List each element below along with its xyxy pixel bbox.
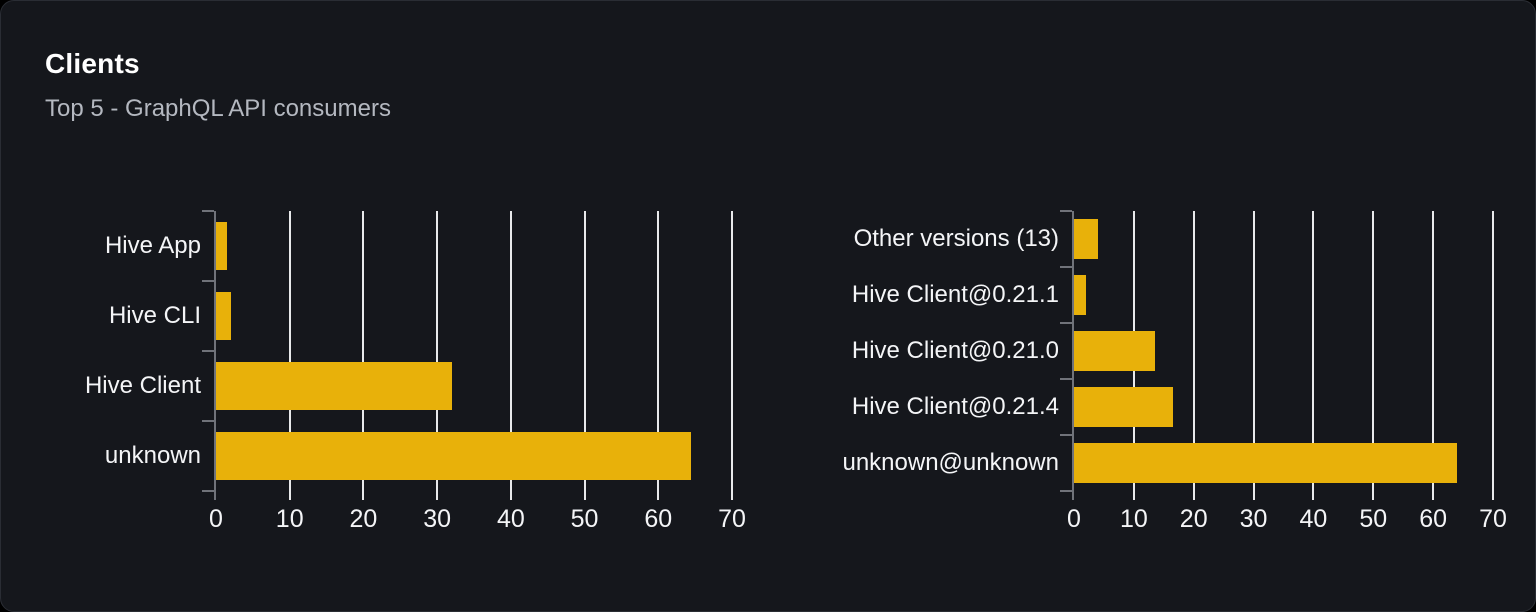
bar-hive-client-0-21-4[interactable] <box>1074 387 1173 427</box>
x-tick-mark <box>1252 491 1255 500</box>
category-label: Hive Client@0.21.4 <box>851 393 1059 420</box>
x-tick-mark <box>731 491 733 500</box>
category-label: Hive Client <box>84 372 201 399</box>
bar-unknown-unknown[interactable] <box>1074 443 1458 483</box>
x-tick-mark <box>288 491 291 500</box>
x-tick-label: 10 <box>1119 505 1148 533</box>
x-tick-label: 50 <box>570 505 599 533</box>
y-axis-tick <box>1060 434 1072 436</box>
x-tick-label: 70 <box>1479 505 1507 533</box>
x-tick-label: 50 <box>1359 505 1388 533</box>
x-tick-label: 40 <box>1299 505 1328 533</box>
y-axis-tick <box>1060 266 1072 268</box>
category-label: Other versions (13) <box>853 225 1059 252</box>
x-tick-label: 60 <box>644 505 673 533</box>
x-tick-label: 0 <box>1067 505 1081 533</box>
x-tick-label: 30 <box>423 505 452 533</box>
y-axis-tick <box>202 350 214 352</box>
bar-hive-client-0-21-0[interactable] <box>1074 331 1155 371</box>
card-subtitle: Top 5 - GraphQL API consumers <box>45 95 391 122</box>
x-tick-mark <box>583 491 586 500</box>
y-axis-tick <box>1060 378 1072 380</box>
x-tick-label: 20 <box>1179 505 1208 533</box>
category-label: unknown <box>104 442 201 469</box>
y-axis-tick <box>1060 490 1072 492</box>
x-tick-label: 30 <box>1239 505 1268 533</box>
category-label: unknown@unknown <box>842 449 1059 476</box>
x-tick-mark <box>362 491 365 500</box>
x-tick-mark <box>1372 491 1375 500</box>
x-tick-mark <box>657 491 660 500</box>
category-label: Hive CLI <box>108 302 201 329</box>
x-tick-label: 60 <box>1419 505 1448 533</box>
x-tick-label: 10 <box>275 505 304 533</box>
category-label: Hive Client@0.21.0 <box>851 337 1059 364</box>
x-tick-mark <box>436 491 439 500</box>
y-axis-tick <box>202 210 214 212</box>
y-axis-tick <box>202 280 214 282</box>
bar-hive-client[interactable] <box>216 362 452 410</box>
x-tick-mark <box>1312 491 1315 500</box>
bar-hive-client-0-21-1[interactable] <box>1074 275 1086 315</box>
x-tick-mark <box>1432 491 1435 500</box>
x-tick-label: 0 <box>209 505 223 533</box>
x-tick-label: 70 <box>718 505 746 533</box>
bar-hive-cli[interactable] <box>216 292 231 340</box>
x-tick-mark <box>1192 491 1195 500</box>
bar-other-versions-13-[interactable] <box>1074 219 1098 259</box>
gridline <box>1492 211 1494 491</box>
x-tick-mark <box>509 491 512 500</box>
x-tick-mark <box>1492 491 1494 500</box>
x-tick-mark <box>1132 491 1135 500</box>
x-tick-label: 40 <box>496 505 525 533</box>
gridline <box>731 211 733 491</box>
card-title: Clients <box>45 48 140 79</box>
x-tick-label: 20 <box>349 505 378 533</box>
y-axis-tick <box>1060 322 1072 324</box>
category-label: Hive Client@0.21.1 <box>851 281 1059 308</box>
bar-hive-app[interactable] <box>216 222 228 270</box>
y-axis-tick <box>202 420 214 422</box>
y-axis-tick <box>202 490 214 492</box>
bar-unknown[interactable] <box>216 432 692 480</box>
category-label: Hive App <box>104 232 201 259</box>
y-axis-tick <box>1060 210 1072 212</box>
